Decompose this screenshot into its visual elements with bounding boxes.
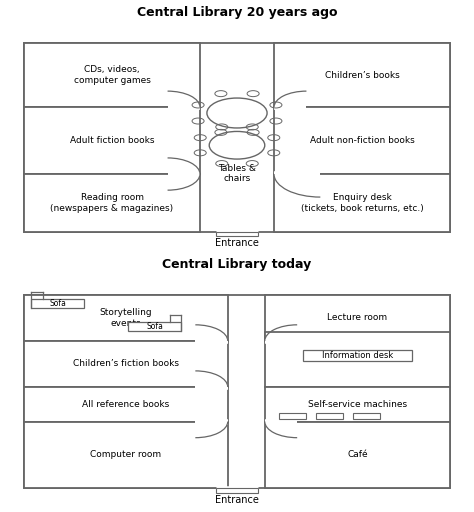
Text: Café: Café <box>347 451 368 459</box>
Text: Self-service machines: Self-service machines <box>308 400 407 409</box>
Text: All reference books: All reference books <box>82 400 170 409</box>
Bar <box>316 413 344 419</box>
Bar <box>216 488 258 493</box>
Bar <box>24 43 450 231</box>
Bar <box>24 107 200 174</box>
Title: Central Library today: Central Library today <box>163 258 311 271</box>
Text: Information desk: Information desk <box>322 351 393 360</box>
Bar <box>24 387 228 421</box>
Bar <box>265 387 450 421</box>
Bar <box>24 295 450 488</box>
Bar <box>265 421 450 488</box>
Text: Adult fiction books: Adult fiction books <box>315 355 400 364</box>
Bar <box>265 332 450 387</box>
Text: Children’s fiction books: Children’s fiction books <box>73 359 179 369</box>
Text: Computer room: Computer room <box>91 451 162 459</box>
Bar <box>31 299 84 308</box>
Bar <box>274 174 450 231</box>
Bar <box>279 413 306 419</box>
Text: Entrance: Entrance <box>215 495 259 505</box>
Bar <box>24 43 200 107</box>
Bar <box>274 107 450 174</box>
FancyBboxPatch shape <box>303 350 412 361</box>
Text: Adult non-fiction books: Adult non-fiction books <box>310 136 414 145</box>
Text: Children’s books: Children’s books <box>325 71 400 79</box>
Text: Lecture room: Lecture room <box>327 313 387 323</box>
Text: Reading room
(newspapers & magazines): Reading room (newspapers & magazines) <box>50 193 173 212</box>
Title: Central Library 20 years ago: Central Library 20 years ago <box>137 6 337 18</box>
Bar <box>24 174 200 231</box>
Bar <box>353 413 381 419</box>
Text: Enquiry desk
(tickets, book returns, etc.): Enquiry desk (tickets, book returns, etc… <box>301 193 423 212</box>
Bar <box>265 295 450 341</box>
Text: Tables &
chairs: Tables & chairs <box>218 164 256 183</box>
Bar <box>216 231 258 236</box>
Text: Sofa: Sofa <box>146 322 163 331</box>
Bar <box>274 43 450 107</box>
Text: Storytelling
events: Storytelling events <box>100 308 152 328</box>
Bar <box>24 295 228 341</box>
Bar <box>24 341 228 387</box>
Text: Adult fiction books: Adult fiction books <box>70 136 154 145</box>
Text: CDs, videos,
computer games: CDs, videos, computer games <box>73 66 150 84</box>
Bar <box>128 322 182 331</box>
Bar <box>24 421 228 488</box>
Text: Sofa: Sofa <box>49 298 66 308</box>
Text: Entrance: Entrance <box>215 238 259 248</box>
